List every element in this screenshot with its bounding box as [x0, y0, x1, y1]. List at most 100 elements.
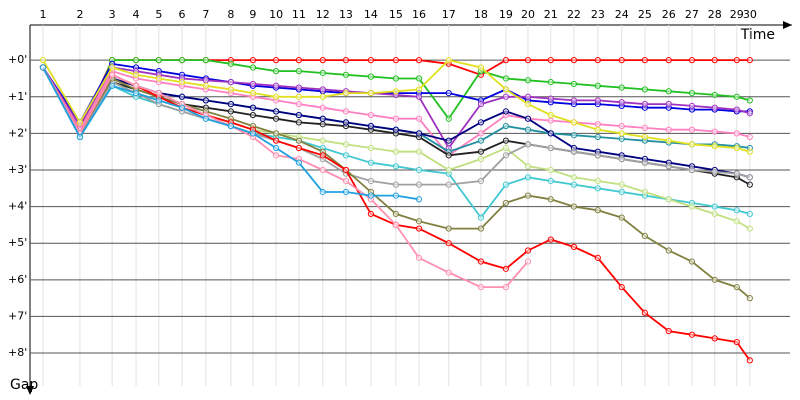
point: [570, 181, 578, 188]
point: [319, 188, 326, 196]
point: [295, 84, 302, 91]
point: [524, 258, 532, 265]
point: [342, 89, 350, 97]
x-tick-label: 16: [412, 8, 426, 21]
point: [665, 126, 672, 133]
point: [688, 258, 696, 265]
point: [342, 152, 350, 159]
point: [618, 181, 625, 188]
point: [319, 57, 326, 64]
point: [227, 108, 234, 115]
point: [319, 69, 326, 77]
point: [711, 203, 718, 210]
series-line: [42, 67, 751, 186]
point: [76, 133, 84, 141]
point: [570, 119, 578, 126]
point: [392, 88, 399, 95]
point: [594, 185, 601, 192]
point: [155, 97, 162, 104]
x-tick-label: 14: [364, 8, 378, 21]
point: [415, 130, 423, 137]
point: [272, 137, 280, 144]
point: [445, 225, 452, 232]
x-tick-label: 9: [249, 8, 256, 21]
point: [202, 57, 209, 64]
x-axis-label: Time: [740, 27, 775, 43]
point: [76, 119, 84, 126]
point: [178, 79, 186, 86]
point: [570, 148, 578, 155]
point: [342, 57, 350, 64]
point: [688, 166, 696, 174]
point: [665, 327, 672, 335]
point: [367, 122, 375, 130]
point: [39, 57, 47, 64]
point: [319, 152, 326, 159]
point: [249, 111, 257, 119]
point: [319, 137, 326, 144]
point: [227, 100, 234, 108]
point: [502, 57, 510, 64]
point: [367, 192, 375, 199]
point: [665, 88, 672, 95]
x-tick-label: 28: [708, 8, 722, 21]
point: [547, 95, 554, 102]
point: [733, 57, 740, 64]
point: [392, 163, 399, 170]
point: [711, 104, 718, 111]
y-tick-label: +5': [8, 236, 27, 249]
point: [342, 188, 350, 196]
point: [392, 221, 399, 229]
point: [594, 177, 601, 185]
point: [594, 126, 601, 133]
point: [415, 75, 423, 82]
point: [295, 68, 302, 75]
x-tick-label: 10: [269, 8, 283, 21]
point: [502, 93, 510, 100]
point: [155, 57, 162, 64]
point: [502, 137, 510, 144]
point: [594, 152, 601, 159]
point: [415, 115, 423, 122]
x-tick-label: 7: [202, 8, 209, 21]
point: [618, 84, 625, 91]
point: [547, 130, 554, 137]
point: [477, 258, 485, 265]
point: [392, 210, 399, 218]
point: [132, 82, 140, 89]
point: [641, 232, 648, 239]
point: [319, 104, 326, 111]
point: [502, 181, 510, 188]
point: [445, 89, 452, 97]
point: [477, 284, 485, 291]
point: [746, 225, 753, 232]
point: [367, 177, 375, 185]
point: [319, 121, 326, 128]
point: [547, 111, 554, 119]
point: [445, 57, 452, 64]
point: [524, 100, 532, 108]
point: [524, 57, 532, 64]
point: [227, 60, 234, 67]
point: [502, 284, 510, 291]
point: [367, 144, 375, 152]
point: [746, 110, 753, 117]
point: [477, 100, 485, 108]
point: [272, 68, 280, 75]
y-tick-label: +4': [8, 200, 27, 213]
point: [746, 97, 753, 104]
point: [342, 166, 350, 174]
point: [319, 86, 326, 93]
point: [547, 79, 554, 86]
point: [132, 71, 140, 78]
y-tick-label: +2': [8, 126, 27, 139]
point: [641, 159, 648, 166]
point: [746, 210, 753, 218]
point: [272, 82, 280, 89]
y-tick-label: +3': [8, 163, 27, 176]
point: [665, 100, 672, 108]
point: [155, 89, 162, 97]
point: [733, 338, 740, 346]
x-tick-label: 5: [155, 8, 162, 21]
